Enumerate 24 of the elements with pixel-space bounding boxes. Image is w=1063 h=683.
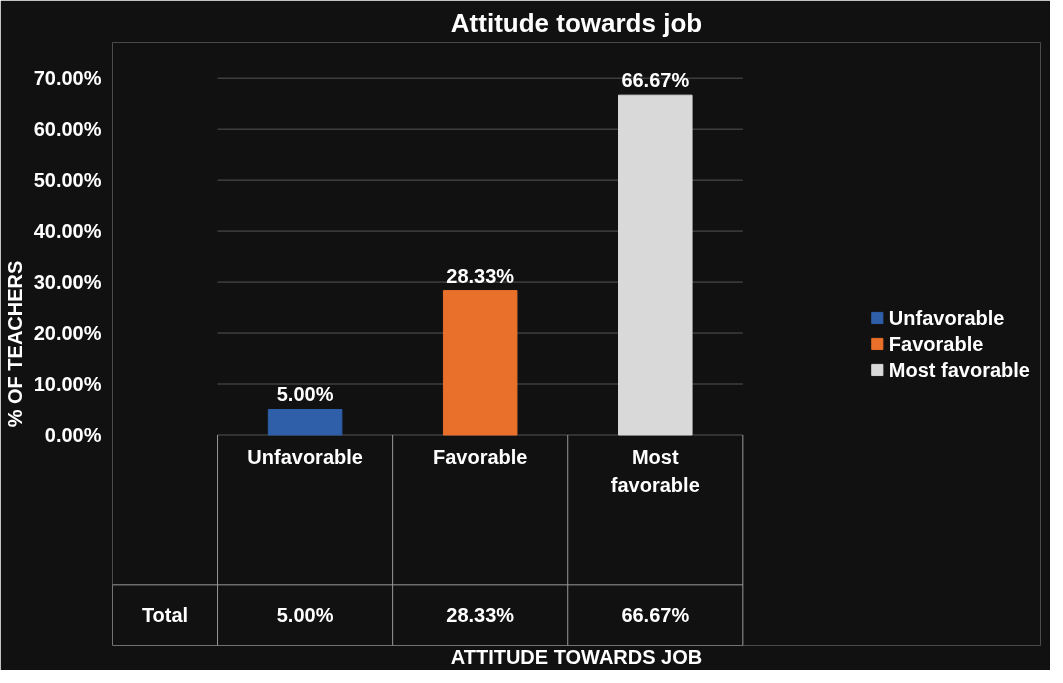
chart-title: Attitude towards job [450,7,703,38]
text: 66.67% [621,604,690,627]
y-tick-label: 40.00% [33,220,102,243]
data-label: 5.00% [276,383,334,406]
y-tick-label: 20.00% [33,322,102,345]
legend-label: Unfavorable [888,306,1005,329]
text: 5.00% [276,604,334,627]
data-label: 66.67% [621,69,690,92]
y-tick-label: 0.00% [44,423,102,446]
legend-label: Favorable [888,332,984,355]
legend-label: Most favorable [888,358,1030,381]
data-label: 28.33% [446,264,515,287]
x-tick-label: Most favorable [610,445,700,497]
y-tick-label: 60.00% [33,118,102,141]
y-tick-label: 10.00% [33,373,102,396]
text: Total [141,604,189,627]
y-tick-label: 30.00% [33,271,102,294]
text: ATTITUDE TOWARDS JOB [450,645,703,668]
x-tick-label: Unfavorable [247,445,363,468]
y-axis-title: % OF TEACHERS [3,260,26,428]
x-tick-label: Favorable [432,445,528,468]
text: 28.33% [446,604,515,627]
y-tick-label: 50.00% [33,169,102,192]
y-tick-label: 70.00% [33,67,102,90]
